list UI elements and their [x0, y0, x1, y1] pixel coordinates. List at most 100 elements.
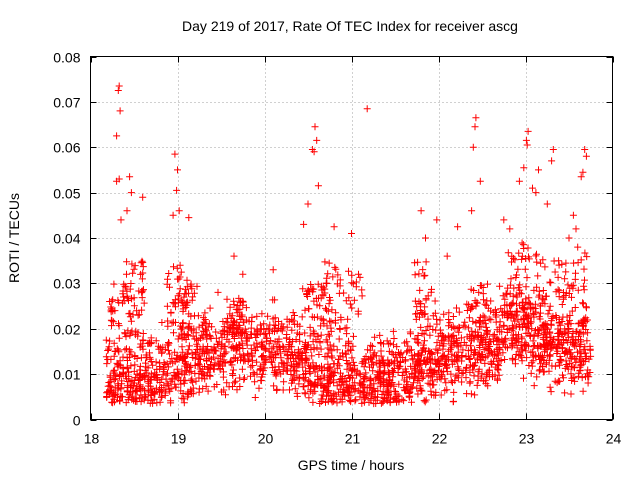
data-point: [305, 361, 313, 369]
data-point: [404, 342, 412, 350]
data-point: [330, 342, 338, 350]
data-point: [584, 329, 592, 337]
data-point: [341, 350, 349, 358]
data-point: [481, 300, 489, 308]
data-point: [283, 315, 291, 323]
data-point: [539, 354, 546, 361]
data-point: [302, 367, 310, 375]
data-point: [271, 296, 279, 304]
data-point: [421, 337, 428, 345]
data-point: [237, 311, 245, 319]
data-point: [582, 373, 589, 381]
data-point: [139, 385, 147, 393]
data-point: [522, 136, 530, 144]
data-point: [180, 399, 188, 407]
data-point: [242, 328, 250, 336]
data-point: [421, 398, 429, 406]
data-point: [297, 355, 305, 363]
data-point: [515, 249, 523, 257]
data-point: [471, 123, 479, 131]
data-point: [314, 280, 322, 288]
data-point: [159, 364, 167, 372]
data-point: [443, 252, 451, 260]
data-point: [516, 302, 524, 310]
data-point: [233, 329, 240, 337]
data-point: [356, 371, 364, 379]
data-point: [110, 280, 118, 288]
data-point: [126, 313, 134, 321]
data-point: [123, 270, 130, 278]
data-point: [301, 390, 309, 398]
data-point: [156, 398, 164, 406]
data-point: [529, 184, 536, 192]
data-point: [376, 363, 384, 371]
data-point: [494, 376, 501, 384]
data-point: [540, 321, 548, 329]
data-point: [196, 345, 204, 353]
data-point: [169, 299, 177, 306]
data-point: [522, 255, 530, 262]
data-point: [271, 338, 279, 346]
data-point: [180, 395, 188, 403]
data-point: [373, 359, 381, 367]
data-point: [448, 323, 456, 331]
data-point: [127, 362, 135, 370]
data-point: [351, 397, 359, 405]
data-point: [477, 282, 485, 290]
data-point: [328, 354, 336, 362]
data-point: [216, 366, 224, 374]
data-point: [142, 363, 150, 371]
data-point: [431, 297, 439, 305]
data-point: [536, 302, 544, 310]
data-point: [428, 373, 436, 381]
data-point: [189, 390, 197, 398]
data-point: [332, 319, 339, 327]
data-point: [241, 374, 248, 382]
data-point: [191, 362, 199, 369]
data-point: [309, 288, 317, 296]
data-point: [270, 369, 278, 376]
data-point: [551, 362, 559, 370]
data-point: [528, 359, 536, 367]
data-point: [145, 373, 153, 381]
data-point: [420, 272, 428, 280]
data-point: [324, 270, 332, 278]
data-point: [280, 360, 288, 368]
data-point: [189, 378, 197, 386]
data-point: [358, 292, 366, 300]
data-point: [220, 358, 228, 366]
data-point: [128, 260, 136, 268]
data-point: [523, 141, 531, 149]
data-point: [275, 363, 283, 371]
data-point: [248, 331, 255, 338]
data-point: [500, 322, 508, 330]
data-point: [503, 329, 511, 336]
data-point: [251, 329, 259, 337]
data-point: [165, 270, 173, 277]
y-tick-label: 0: [73, 413, 81, 429]
data-point: [418, 375, 426, 382]
data-point: [206, 304, 214, 312]
data-point: [416, 307, 424, 314]
data-point: [204, 387, 212, 395]
data-point: [422, 327, 430, 334]
data-point: [440, 310, 448, 318]
data-point: [445, 347, 452, 355]
data-point: [460, 321, 468, 329]
data-point: [563, 313, 571, 321]
data-point: [562, 357, 570, 365]
data-point: [535, 342, 543, 350]
data-point: [105, 389, 113, 397]
data-point: [133, 307, 141, 315]
data-point: [350, 385, 358, 393]
data-point: [513, 335, 521, 343]
data-point: [450, 331, 458, 339]
data-point: [411, 259, 419, 267]
data-point: [483, 330, 491, 338]
data-point: [321, 258, 329, 266]
data-point: [526, 332, 534, 339]
data-point: [145, 379, 153, 387]
data-point: [309, 389, 317, 397]
data-point: [343, 330, 351, 338]
data-point: [107, 387, 114, 395]
